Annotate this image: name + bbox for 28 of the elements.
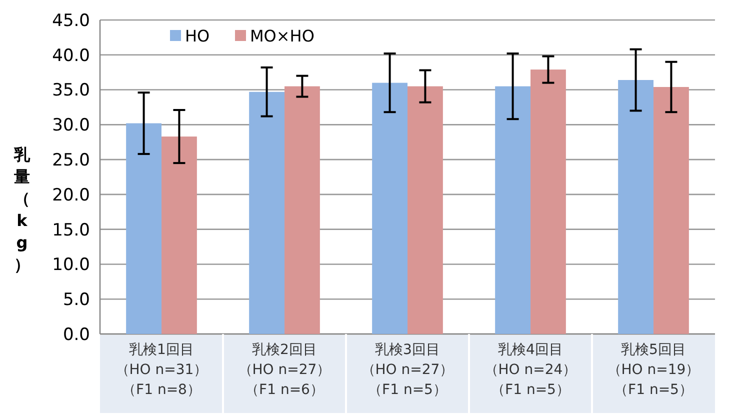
y-tick-label: 10.0 bbox=[52, 255, 90, 276]
bar bbox=[530, 70, 566, 334]
legend-label: HO bbox=[185, 26, 210, 46]
bar bbox=[126, 123, 162, 334]
x-tick-label: 乳検2回目（HO n=27）（F1 n=6） bbox=[238, 342, 331, 398]
y-tick-label: 35.0 bbox=[52, 80, 90, 101]
legend-label: MO×HO bbox=[250, 26, 314, 46]
y-axis-title: 乳量（kg） bbox=[13, 145, 31, 274]
y-tick-label: 0.0 bbox=[62, 324, 90, 345]
y-tick-label: 15.0 bbox=[52, 220, 90, 240]
bar bbox=[654, 86, 689, 334]
y-tick-label: 20.0 bbox=[52, 185, 90, 206]
bar bbox=[618, 80, 654, 334]
x-tick-label: 乳検5回目（HO n=19）（F1 n=5） bbox=[607, 342, 700, 398]
y-tick-label: 30.0 bbox=[52, 116, 90, 136]
bar bbox=[284, 86, 320, 334]
y-tick-label: 40.0 bbox=[52, 46, 90, 66]
bar bbox=[372, 82, 408, 334]
y-tick-label: 25.0 bbox=[52, 150, 90, 171]
y-tick-label: 45.0 bbox=[52, 10, 90, 31]
x-tick-label: 乳検1回目（HO n=31）（F1 n=8） bbox=[115, 342, 208, 398]
bar bbox=[495, 86, 530, 334]
x-tick-label: 乳検3回目（HO n=27）（F1 n=5） bbox=[361, 342, 454, 398]
bar bbox=[249, 92, 284, 334]
x-tick-label: 乳検4回目（HO n=24）（F1 n=5） bbox=[484, 342, 577, 398]
bar bbox=[408, 86, 443, 334]
y-tick-label: 5.0 bbox=[62, 290, 90, 310]
bar bbox=[162, 136, 197, 334]
